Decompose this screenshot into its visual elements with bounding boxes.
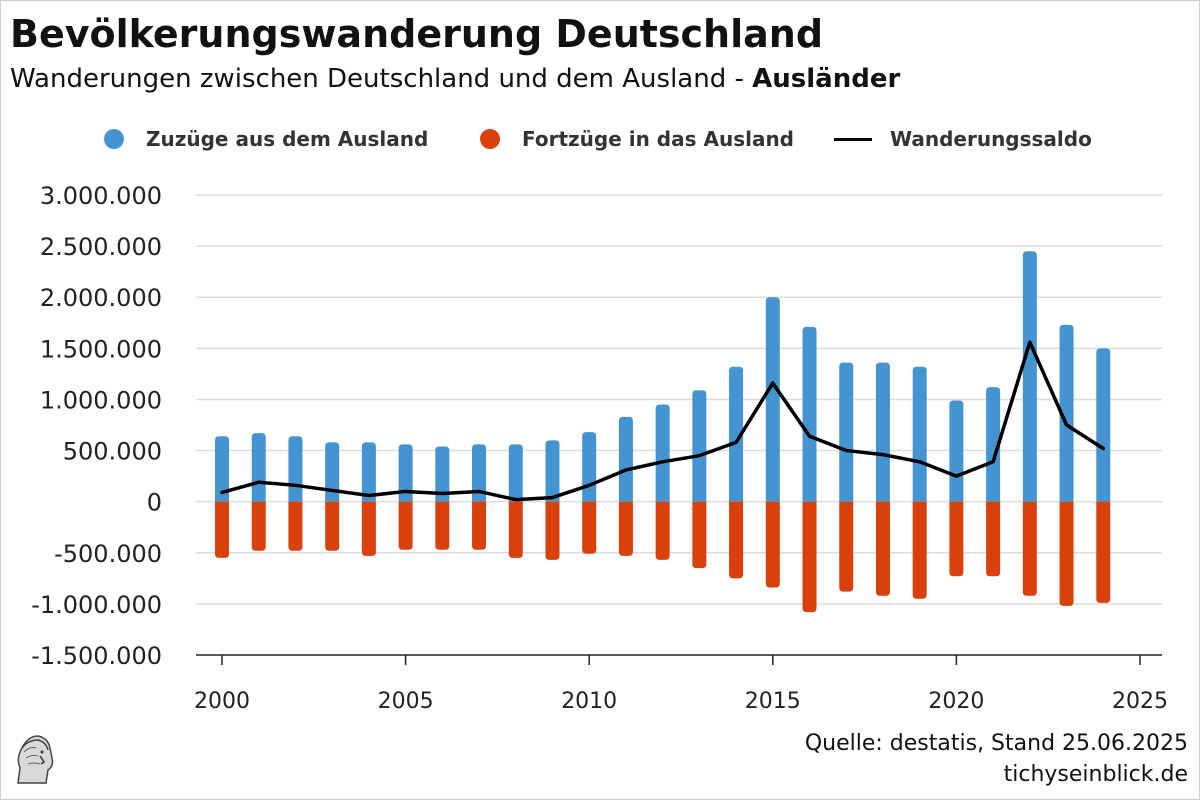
- subtitle-main: Wanderungen zwischen Deutschland und dem…: [10, 64, 753, 94]
- bar-fortzuege: [508, 501, 523, 558]
- bar-zuzuege: [215, 436, 229, 502]
- y-tick-label: 500.000: [63, 438, 162, 466]
- legend-swatch-fortzuege: [480, 129, 500, 149]
- bar-fortzuege: [949, 501, 964, 577]
- x-tick-label: 2010: [561, 689, 617, 714]
- bar-zuzuege: [949, 400, 964, 502]
- bar-fortzuege: [912, 501, 927, 599]
- y-tick-label: 2.000.000: [40, 284, 162, 312]
- y-tick-label: 2.500.000: [40, 233, 162, 261]
- y-tick-label: -1.500.000: [31, 642, 162, 670]
- bar-zuzuege: [839, 362, 854, 502]
- y-tick-label: 0: [147, 489, 162, 517]
- bar-fortzuege: [692, 501, 707, 569]
- x-tick-label: 2000: [194, 689, 250, 714]
- bar-fortzuege: [1022, 501, 1037, 596]
- site-name[interactable]: tichyseinblick.de: [1003, 762, 1188, 787]
- bar-zuzuege: [875, 362, 890, 502]
- bar-zuzuege: [618, 416, 633, 502]
- bar-fortzuege: [839, 501, 854, 592]
- bar-zuzuege: [802, 326, 817, 502]
- bar-zuzuege: [288, 436, 303, 502]
- logo-icon: [17, 735, 54, 784]
- x-tick-label: 2025: [1112, 689, 1168, 714]
- bar-fortzuege: [875, 501, 890, 596]
- bar-zuzuege: [508, 444, 523, 502]
- bar-fortzuege: [325, 501, 340, 551]
- legend-label-zuzuege: Zuzüge aus dem Ausland: [146, 127, 429, 151]
- bar-zuzuege: [398, 444, 413, 502]
- bar-zuzuege: [986, 387, 1001, 502]
- x-tick-label: 2020: [928, 689, 984, 714]
- legend-item-zuzuege[interactable]: Zuzüge aus dem Ausland: [104, 127, 428, 151]
- legend-item-saldo[interactable]: Wanderungssaldo: [834, 127, 1092, 151]
- bar-fortzuege: [618, 501, 633, 556]
- y-tick-label: 1.000.000: [40, 386, 162, 414]
- bar-fortzuege: [765, 501, 780, 588]
- bar-zuzuege: [1059, 324, 1074, 502]
- bar-fortzuege: [986, 501, 1001, 577]
- chart-subtitle: Wanderungen zwischen Deutschland und dem…: [10, 64, 900, 94]
- legend-swatch-saldo: [834, 137, 872, 141]
- bar-zuzuege: [472, 444, 487, 502]
- bar-zuzuege: [251, 433, 266, 502]
- bar-fortzuege: [655, 501, 670, 560]
- legend-item-fortzuege[interactable]: Fortzüge in das Ausland: [480, 127, 794, 151]
- y-tick-label: -500.000: [54, 540, 162, 568]
- bar-zuzuege: [729, 366, 744, 502]
- bar-fortzuege: [435, 501, 450, 550]
- x-tick-label: 2015: [745, 689, 801, 714]
- bar-fortzuege: [398, 501, 413, 550]
- chart-title: Bevölkerungswanderung Deutschland: [10, 12, 824, 56]
- bar-zuzuege: [325, 442, 340, 502]
- bar-fortzuege: [288, 501, 303, 551]
- bar-zuzuege: [361, 442, 376, 502]
- bar-fortzuege: [472, 501, 487, 550]
- y-tick-label: 1.500.000: [40, 335, 162, 363]
- bar-fortzuege: [582, 501, 597, 554]
- legend-swatch-zuzuege: [104, 129, 124, 149]
- bar-zuzuege: [435, 446, 450, 502]
- y-tick-label: 3.000.000: [40, 182, 162, 210]
- bar-fortzuege: [361, 501, 376, 556]
- bar-fortzuege: [215, 501, 229, 558]
- bar-fortzuege: [729, 501, 744, 579]
- bar-fortzuege: [1096, 501, 1111, 603]
- legend-label-fortzuege: Fortzüge in das Ausland: [522, 127, 795, 151]
- bar-zuzuege: [1096, 348, 1111, 502]
- bar-fortzuege: [545, 501, 560, 560]
- bar-zuzuege: [692, 390, 707, 502]
- line-saldo: [220, 340, 1106, 502]
- bar-zuzuege: [582, 432, 597, 502]
- y-tick-label: -1.000.000: [31, 591, 162, 619]
- subtitle-bold: Ausländer: [752, 64, 901, 94]
- bar-fortzuege: [802, 501, 817, 613]
- legend-label-saldo: Wanderungssaldo: [890, 127, 1092, 151]
- bar-zuzuege: [765, 297, 780, 502]
- bar-zuzuege: [1022, 251, 1037, 502]
- bar-zuzuege: [912, 366, 927, 502]
- bar-zuzuege: [545, 440, 560, 502]
- bar-fortzuege: [1059, 501, 1074, 606]
- bar-zuzuege: [655, 404, 670, 502]
- bar-fortzuege: [251, 501, 266, 551]
- source-note: Quelle: destatis, Stand 25.06.2025: [804, 731, 1188, 756]
- x-tick-label: 2005: [378, 689, 434, 714]
